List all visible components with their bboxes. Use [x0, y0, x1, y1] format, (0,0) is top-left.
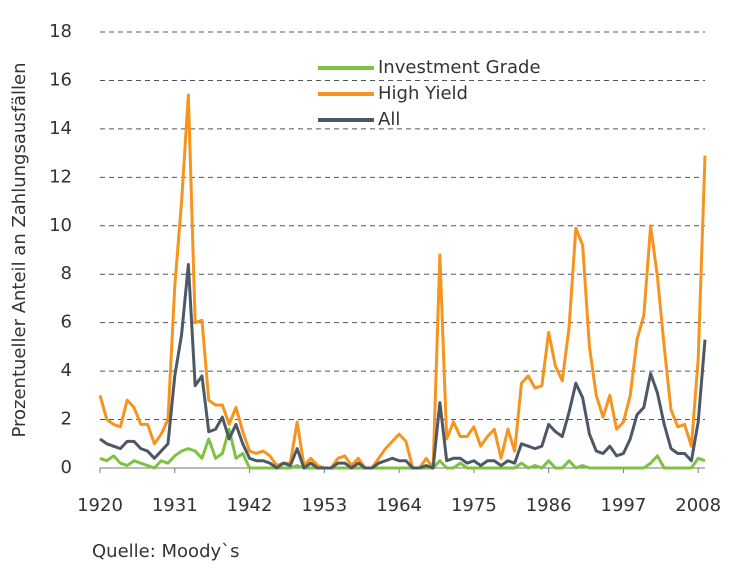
y-tick-label: 2: [61, 409, 72, 430]
series-line: [99, 427, 706, 470]
x-tick-label: 1964: [376, 495, 422, 516]
y-tick-label: 12: [49, 166, 72, 187]
x-tick-label: 1942: [227, 495, 273, 516]
y-tick-label: 6: [61, 312, 72, 333]
x-tick-label: 1920: [77, 495, 123, 516]
x-tick-label: 1986: [526, 495, 572, 516]
series-line: [98, 93, 707, 470]
series-line: [99, 263, 707, 470]
y-tick-label: 16: [49, 69, 72, 90]
x-tick-label: 1931: [152, 495, 198, 516]
y-tick-label: 18: [49, 21, 72, 42]
y-tick-label: 8: [61, 263, 72, 284]
x-tick-label: 2008: [675, 495, 721, 516]
y-tick-label: 0: [61, 457, 72, 478]
y-axis-label: Prozentueller Anteil an Zahlungsausfälle…: [9, 62, 30, 437]
legend-label: Investment Grade: [378, 57, 541, 78]
y-tick-label: 10: [49, 215, 72, 236]
y-tick-label: 4: [61, 360, 72, 381]
x-tick-label: 1975: [451, 495, 497, 516]
source-note: Quelle: Moody`s: [92, 541, 240, 562]
x-tick-label: 1953: [301, 495, 347, 516]
legend-label: All: [378, 109, 400, 130]
x-tick-label: 1997: [601, 495, 647, 516]
y-tick-label: 14: [49, 118, 72, 139]
legend-label: High Yield: [378, 83, 468, 104]
